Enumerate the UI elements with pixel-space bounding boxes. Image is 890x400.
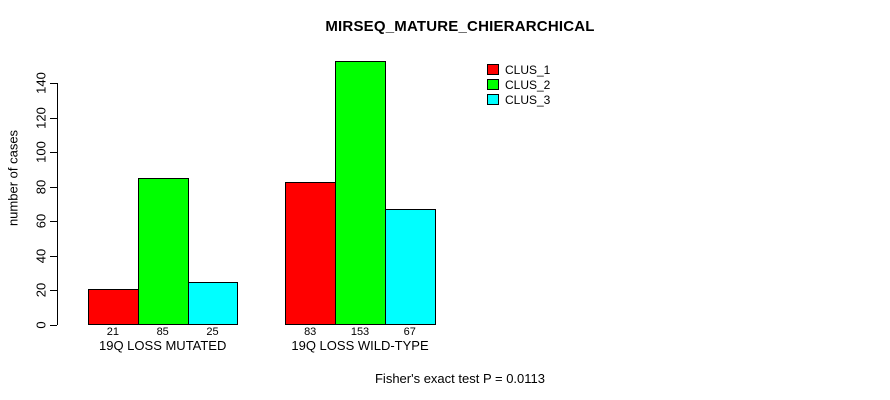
y-axis-tick-label: 100 <box>33 141 49 163</box>
chart-title: MIRSEQ_MATURE_CHIERARCHICAL <box>325 18 595 35</box>
y-axis-tick <box>50 221 57 223</box>
bar-clus_3-group2 <box>384 209 436 325</box>
category-label: 19Q LOSS MUTATED <box>98 338 227 353</box>
legend-swatch-clus_2 <box>487 79 499 90</box>
bar-clus_1-group1 <box>88 288 139 325</box>
y-axis-tick-label: 40 <box>33 248 49 264</box>
bar-clus_2-group1 <box>137 178 189 325</box>
legend-swatch-clus_1 <box>487 64 499 75</box>
legend-label: CLUS_2 <box>505 77 551 92</box>
y-axis-tick-label: 20 <box>33 283 49 298</box>
legend-item: CLUS_2 <box>487 77 550 92</box>
y-axis-tick <box>50 290 57 292</box>
footer-annotation: Fisher's exact test P = 0.0113 <box>374 371 546 386</box>
y-axis-tick <box>50 255 57 257</box>
bar-value-label: 153 <box>350 326 370 338</box>
y-axis-line <box>57 83 58 325</box>
y-axis-tick-label: 120 <box>33 106 49 129</box>
category-label: 19Q LOSS WILD-TYPE <box>291 338 429 353</box>
y-axis-tick <box>50 325 57 326</box>
bar-clus_1-group2 <box>285 181 337 325</box>
y-axis-label: number of cases <box>5 129 21 227</box>
bar-value-label: 25 <box>206 326 219 338</box>
legend-label: CLUS_1 <box>505 62 551 77</box>
bar-value-label: 67 <box>403 326 416 338</box>
y-axis-tick-label: 60 <box>33 214 49 229</box>
legend-item: CLUS_1 <box>487 62 550 77</box>
y-axis-tick-label: 140 <box>33 72 49 94</box>
y-axis-tick <box>50 186 57 188</box>
y-axis-tick <box>50 152 57 154</box>
bar-clus_2-group2 <box>335 60 386 325</box>
legend-item: CLUS_3 <box>487 92 550 107</box>
legend: CLUS_1 CLUS_2 CLUS_3 <box>487 62 550 107</box>
bar-clus_3-group1 <box>187 281 239 325</box>
bar-value-label: 83 <box>304 326 317 338</box>
y-axis-tick <box>50 117 57 119</box>
legend-label: CLUS_3 <box>505 92 551 107</box>
legend-swatch-clus_3 <box>487 94 499 105</box>
y-axis-tick-label: 0 <box>33 321 49 329</box>
bar-value-label: 85 <box>156 326 169 338</box>
y-axis-tick <box>50 83 57 84</box>
bar-value-label: 21 <box>106 326 120 338</box>
y-axis-tick-label: 80 <box>33 179 49 194</box>
